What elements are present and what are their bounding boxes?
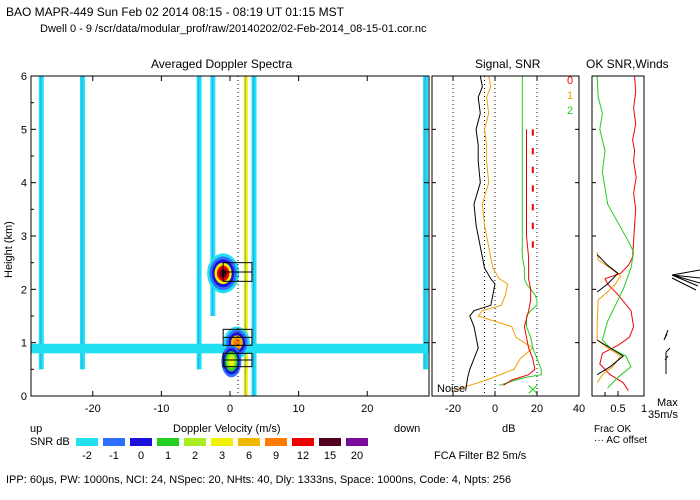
ok-x-tick-label: 0.5 [610, 403, 625, 415]
wind-barbs [663, 269, 700, 374]
signal-x-tick-label: -20 [445, 403, 461, 415]
snr-color-box [319, 438, 341, 446]
snr-color-box [157, 438, 179, 446]
spectra-grid [222, 262, 253, 368]
signal-x-tick-label: 0 [492, 403, 498, 415]
snr-color-legend: -2 -1 0 1 2 3 6 9 12 15 20 [76, 438, 368, 462]
signal-plot-area [432, 76, 579, 396]
snr-legend-value: -1 [109, 450, 119, 462]
window-title: BAO MAPR-449 Sun Feb 02 2014 08:15 - 08:… [6, 5, 344, 19]
y-tick-label: 5 [21, 124, 27, 136]
y-axis-label: Height (km) [3, 221, 15, 278]
snr-legend-value: 2 [192, 450, 198, 462]
spectra-axis-ticks: 0 1 2 3 4 5 6 -20 -10 0 10 20 [21, 71, 429, 415]
snr-legend-value: 12 [297, 450, 309, 462]
snr-color-box [76, 438, 98, 446]
ok-axis-ticks: 0.5 1 [592, 75, 647, 415]
clutter-core [81, 76, 83, 370]
y-tick-label: 3 [21, 231, 27, 243]
ok-series-line [596, 75, 635, 389]
spectra-panel: 0 1 2 3 4 5 6 -20 -10 0 10 20 [21, 71, 430, 415]
x-tick-label: 10 [292, 403, 304, 415]
snr-color-box [292, 438, 314, 446]
signal-series-line [465, 75, 496, 391]
clutter-core [253, 76, 255, 396]
snr-color-box [130, 438, 152, 446]
ok-panel: 0.5 1 [591, 75, 647, 415]
clutter-core [424, 76, 426, 370]
y-tick-label: 4 [21, 178, 27, 190]
acquisition-parameters: IPP: 60µs, PW: 1000ns, NCI: 24, NSpec: 2… [6, 474, 512, 486]
clutter-core [198, 76, 200, 370]
clutter-core [40, 76, 42, 370]
echo-low [228, 356, 235, 366]
file-path: Dwell 0 - 9 /scr/data/modular_prof/raw/2… [40, 23, 427, 35]
snr-legend-value: 6 [246, 450, 252, 462]
wind-barb-mid [663, 329, 669, 341]
ok-legend-2: 2 [567, 105, 574, 117]
snr-legend-value: 15 [324, 450, 336, 462]
ok-legend-1: 1 [567, 90, 574, 102]
signal-cross-marker [528, 384, 538, 394]
signal-x-tick-label: 40 [573, 403, 585, 415]
ok-black-line [596, 339, 625, 376]
snr-color-box [346, 438, 368, 446]
ac-offset-label: ··· AC offset [594, 435, 648, 446]
snr-legend-value: 3 [219, 450, 225, 462]
up-label: up [30, 423, 43, 435]
clutter-core [244, 76, 246, 396]
signal-series-line [452, 75, 534, 392]
spectra-heatmap [31, 76, 429, 396]
ok-series-line [599, 75, 637, 391]
snr-legend-label: SNR dB [30, 436, 70, 448]
max-value: 35m/s [648, 409, 678, 421]
signal-grid [452, 76, 538, 396]
signal-xlabel: dB [502, 423, 516, 435]
ok-title: OK SNR,Winds [586, 57, 669, 71]
x-tick-label: 20 [361, 403, 373, 415]
x-tick-label: -10 [153, 403, 169, 415]
ok-black-line [596, 254, 619, 293]
noise-label: Noise [437, 383, 466, 395]
snr-legend-value: -2 [82, 450, 92, 462]
signal-series [452, 75, 542, 394]
wind-barb-low [664, 347, 671, 374]
snr-legend-value: 20 [351, 450, 363, 462]
snr-color-box [238, 438, 260, 446]
snr-color-box [265, 438, 287, 446]
y-tick-label: 6 [21, 71, 27, 83]
snr-legend-value: 0 [138, 450, 144, 462]
snr-color-box [211, 438, 233, 446]
snr-color-box [103, 438, 125, 446]
ok-x-tick-label: 1 [641, 403, 647, 415]
signal-x-tick-label: 20 [531, 403, 543, 415]
x-tick-label: -20 [85, 403, 101, 415]
snr-legend-value: 1 [165, 450, 171, 462]
signal-series-line [503, 129, 536, 386]
signal-panel: -20 0 20 40 [431, 75, 585, 415]
y-tick-label: 2 [21, 284, 27, 296]
ok-series-line [596, 251, 622, 383]
down-label: down [394, 423, 421, 435]
signal-axis-ticks: -20 0 20 40 [432, 75, 585, 415]
snr-color-box [184, 438, 206, 446]
filter-label: FCA Filter B2 5m/s [434, 450, 527, 462]
signal-title: Signal, SNR [475, 57, 541, 71]
signal-series-line [499, 76, 542, 386]
y-tick-label: 0 [21, 391, 27, 403]
y-tick-label: 1 [21, 338, 27, 350]
ok-series [596, 75, 637, 391]
spectra-title: Averaged Doppler Spectra [151, 57, 293, 71]
ok-legend-0: 0 [567, 75, 574, 87]
x-tick-label: 0 [227, 403, 233, 415]
wind-barb-upper [671, 269, 700, 291]
frac-ok-label: Frac OK [594, 424, 632, 435]
x-axis-label: Doppler Velocity (m/s) [173, 423, 281, 435]
snr-legend-value: 9 [273, 450, 279, 462]
clutter-core [211, 76, 213, 316]
max-label: Max [657, 397, 678, 409]
